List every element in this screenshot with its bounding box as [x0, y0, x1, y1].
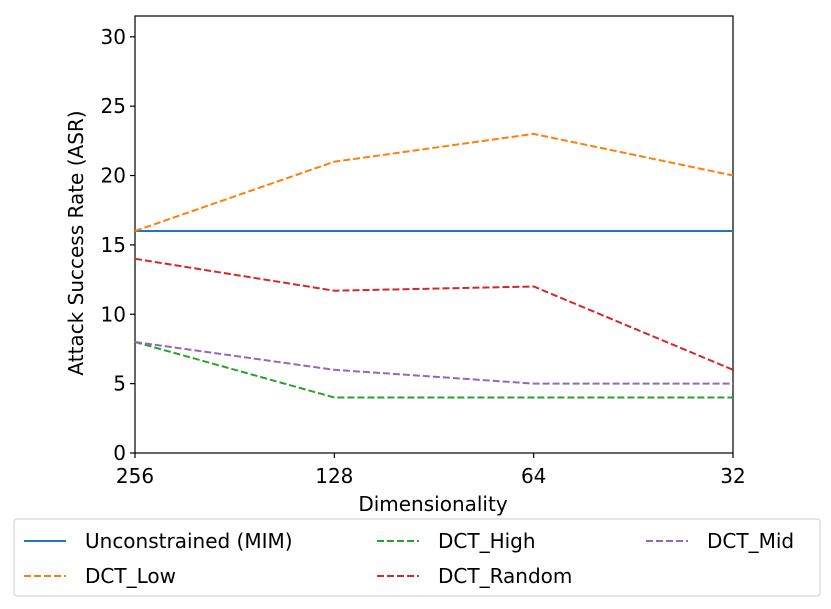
series-line-dct-mid [134, 341, 733, 385]
plot-frame [134, 15, 734, 454]
legend-label: DCT_High [438, 529, 536, 553]
x-tick-label: 256 [116, 464, 154, 488]
y-tick-label: 5 [113, 372, 126, 396]
series-line-dct-high [134, 341, 733, 399]
legend-label: Unconstrained (MIM) [85, 529, 293, 553]
y-tick-label: 25 [101, 94, 126, 118]
x-axis: 256 128 64 32 [116, 453, 746, 488]
y-tick-label: 30 [101, 25, 126, 49]
y-axis: 0 5 10 15 20 25 30 [101, 25, 135, 465]
legend-label: DCT_Low [85, 564, 176, 588]
series-layer [134, 132, 734, 399]
legend-box [13, 518, 821, 597]
x-tick-label: 128 [315, 464, 353, 488]
series-line-dct-low [134, 132, 734, 232]
legend-label: DCT_Mid [707, 529, 794, 553]
y-tick-label: 20 [101, 164, 126, 188]
legend-label: DCT_Random [438, 564, 572, 588]
y-tick-label: 15 [101, 233, 126, 257]
x-axis-title: Dimensionality [358, 492, 508, 516]
y-tick-label: 0 [113, 441, 126, 465]
x-tick-label: 64 [521, 464, 546, 488]
y-tick-label: 10 [101, 302, 126, 326]
legend: Unconstrained (MIM) DCT_Low DCT_High DCT_Ra… [13, 518, 821, 597]
y-axis-title: Attack Success Rate (ASR) [64, 110, 88, 375]
x-tick-label: 32 [720, 464, 745, 488]
plot-area [134, 15, 734, 454]
series-line-dct-random [134, 257, 734, 371]
